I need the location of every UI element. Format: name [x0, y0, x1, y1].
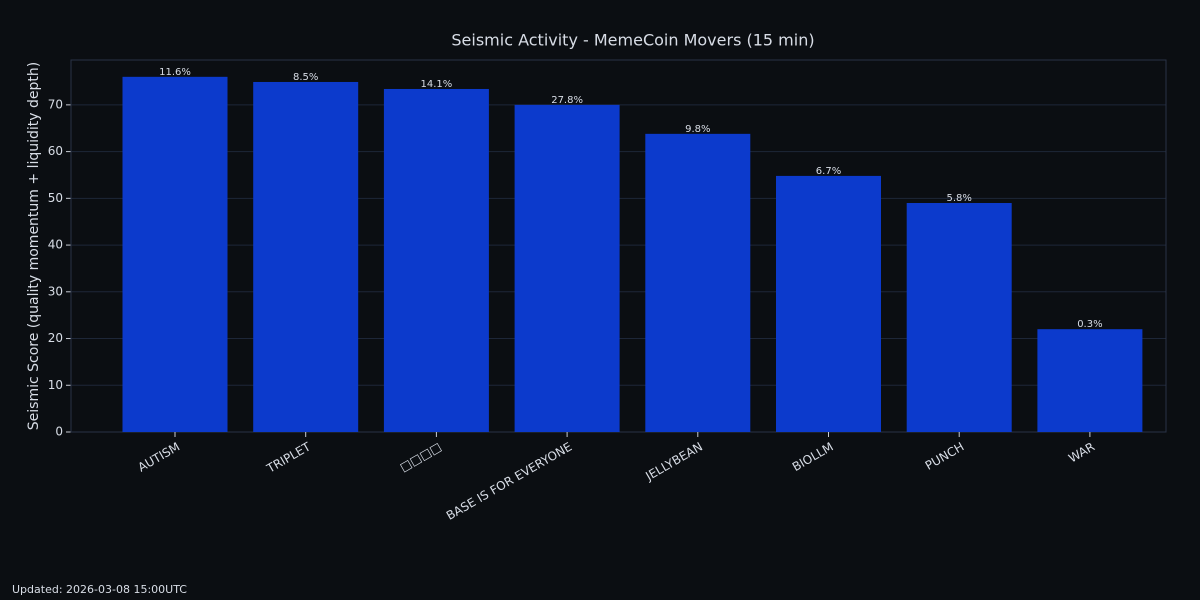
bar [776, 175, 881, 433]
bar-label: 14.1% [421, 79, 453, 90]
y-tick-label: 20 [48, 331, 63, 345]
bar-label: 0.3% [1077, 319, 1102, 330]
bar [514, 104, 620, 432]
y-tick-label: 30 [48, 284, 63, 298]
bar [383, 88, 489, 432]
bar-label: 5.8% [946, 193, 971, 204]
bar-label: 9.8% [685, 124, 710, 135]
bar [906, 203, 1012, 432]
y-tick-label: 70 [48, 97, 63, 111]
bar-label: 8.5% [293, 72, 318, 83]
footer: Updated: 2026-03-08 15:00UTC [12, 583, 187, 596]
y-tick-label: 10 [48, 378, 63, 392]
bar [645, 133, 751, 432]
bar [122, 76, 228, 432]
y-axis-label: Seismic Score (quality momentum + liquid… [26, 62, 42, 430]
bar [1037, 329, 1143, 432]
bar-label: 11.6% [159, 67, 191, 78]
y-tick-label: 40 [48, 238, 63, 252]
y-tick-label: 50 [48, 191, 63, 205]
bar-label: 6.7% [816, 166, 841, 177]
y-tick-label: 60 [48, 144, 63, 158]
bar-label: 27.8% [551, 95, 583, 106]
y-tick-label: 0 [55, 425, 63, 439]
chart-title: Seismic Activity - MemeCoin Movers (15 m… [451, 31, 814, 50]
bar [253, 81, 359, 433]
